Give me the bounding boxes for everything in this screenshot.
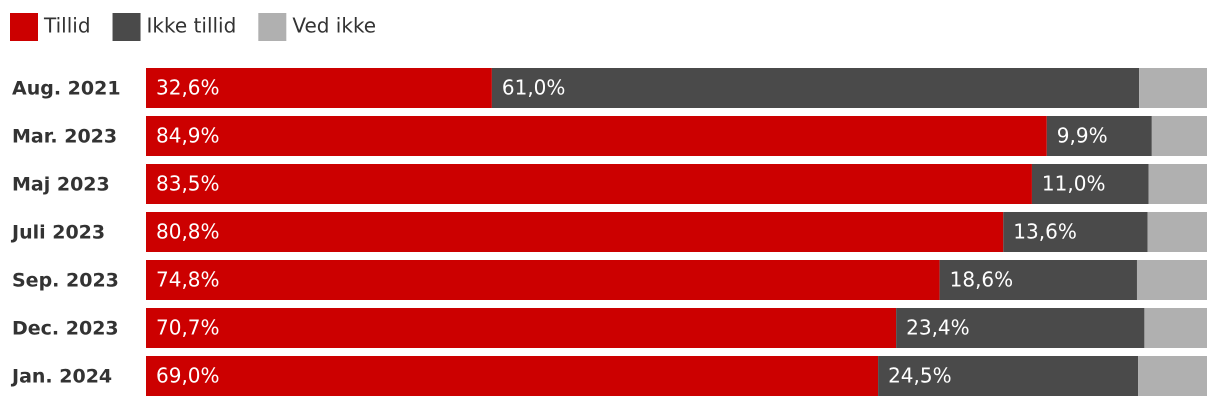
value-label: 61,0%	[502, 76, 566, 100]
category-label: Maj 2023	[12, 174, 110, 196]
bar-segment	[146, 116, 1047, 156]
bar-segment	[878, 356, 1139, 396]
category-label: Dec. 2023	[12, 318, 119, 340]
value-label: 74,8%	[156, 268, 220, 292]
bar-segment	[1003, 212, 1148, 252]
bar-segment	[1151, 116, 1207, 156]
value-label: 69,0%	[156, 364, 220, 388]
bar-segment	[146, 356, 879, 396]
bar-segment	[1147, 212, 1207, 252]
category-label: Sep. 2023	[12, 270, 119, 292]
value-label: 84,9%	[156, 124, 220, 148]
value-label: 18,6%	[950, 268, 1014, 292]
bar-segment	[146, 260, 940, 300]
bar-segment	[1144, 308, 1207, 348]
legend-label: Ikke tillid	[147, 14, 237, 38]
bar-segment	[491, 68, 1140, 108]
value-label: 80,8%	[156, 220, 220, 244]
bar-segment	[1031, 164, 1149, 204]
legend-label: Tillid	[43, 14, 91, 38]
legend-label: Ved ikke	[292, 14, 376, 38]
value-label: 23,4%	[906, 316, 970, 340]
bar-segment	[1138, 356, 1207, 396]
value-label: 70,7%	[156, 316, 220, 340]
category-label: Aug. 2021	[12, 78, 121, 100]
value-label: 32,6%	[156, 76, 220, 100]
bar-segment	[1136, 260, 1207, 300]
value-label: 11,0%	[1042, 172, 1106, 196]
value-label: 83,5%	[156, 172, 220, 196]
value-label: 9,9%	[1057, 124, 1108, 148]
bar-segment	[146, 308, 897, 348]
bar-segment	[146, 212, 1004, 252]
legend-swatch	[258, 13, 287, 41]
value-label: 13,6%	[1013, 220, 1077, 244]
value-label: 24,5%	[888, 364, 952, 388]
bar-segment	[1046, 116, 1152, 156]
category-label: Jan. 2024	[10, 366, 112, 388]
bar-segment	[146, 164, 1032, 204]
category-label: Juli 2023	[10, 222, 105, 244]
category-label: Mar. 2023	[12, 126, 117, 148]
bar-segment	[1139, 68, 1207, 108]
bar-segment	[1148, 164, 1207, 204]
bar-segment	[896, 308, 1145, 348]
bar-segment	[939, 260, 1137, 300]
legend-swatch	[112, 13, 141, 41]
bar-segment	[146, 68, 492, 108]
legend-swatch	[10, 13, 38, 41]
